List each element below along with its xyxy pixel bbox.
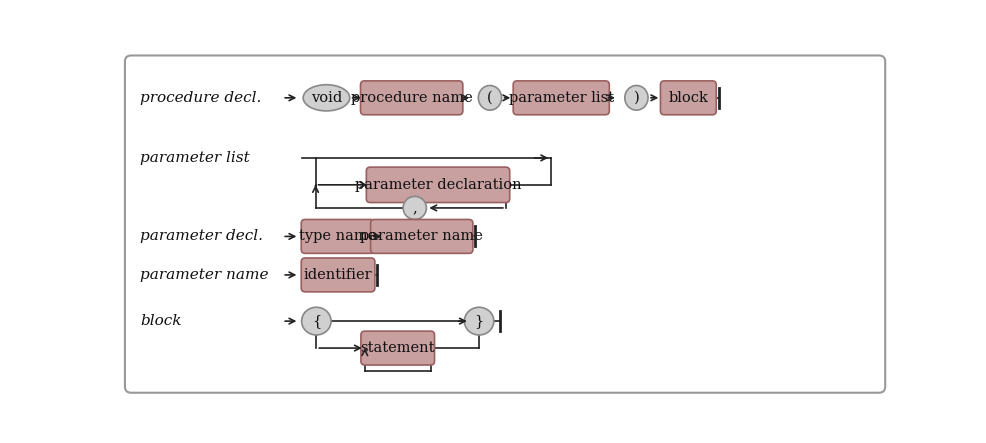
FancyBboxPatch shape xyxy=(513,81,608,115)
Ellipse shape xyxy=(478,85,501,110)
Text: parameter decl.: parameter decl. xyxy=(140,229,263,243)
Ellipse shape xyxy=(302,307,330,335)
Text: ,: , xyxy=(412,201,417,215)
FancyBboxPatch shape xyxy=(366,167,509,202)
Text: (: ( xyxy=(487,91,492,105)
Text: parameter declaration: parameter declaration xyxy=(354,178,521,192)
FancyBboxPatch shape xyxy=(360,81,462,115)
FancyBboxPatch shape xyxy=(301,219,375,253)
Ellipse shape xyxy=(463,307,493,335)
Text: procedure decl.: procedure decl. xyxy=(140,91,261,105)
Text: block: block xyxy=(668,91,708,105)
Text: type name: type name xyxy=(299,229,377,243)
Text: void: void xyxy=(311,91,342,105)
Text: }: } xyxy=(474,314,483,328)
Text: ): ) xyxy=(633,91,639,105)
Text: parameter list: parameter list xyxy=(508,91,613,105)
Text: parameter name: parameter name xyxy=(140,268,268,282)
Ellipse shape xyxy=(402,196,426,219)
FancyBboxPatch shape xyxy=(370,219,472,253)
FancyBboxPatch shape xyxy=(125,55,884,393)
Ellipse shape xyxy=(624,85,648,110)
Ellipse shape xyxy=(303,85,349,111)
Text: parameter name: parameter name xyxy=(360,229,483,243)
FancyBboxPatch shape xyxy=(301,258,375,292)
FancyBboxPatch shape xyxy=(361,331,434,365)
Text: block: block xyxy=(140,314,181,328)
Text: parameter list: parameter list xyxy=(140,151,249,165)
Text: {: { xyxy=(312,314,320,328)
Text: identifier: identifier xyxy=(304,268,372,282)
Text: statement: statement xyxy=(360,341,435,355)
FancyBboxPatch shape xyxy=(660,81,716,115)
Text: procedure name: procedure name xyxy=(350,91,472,105)
